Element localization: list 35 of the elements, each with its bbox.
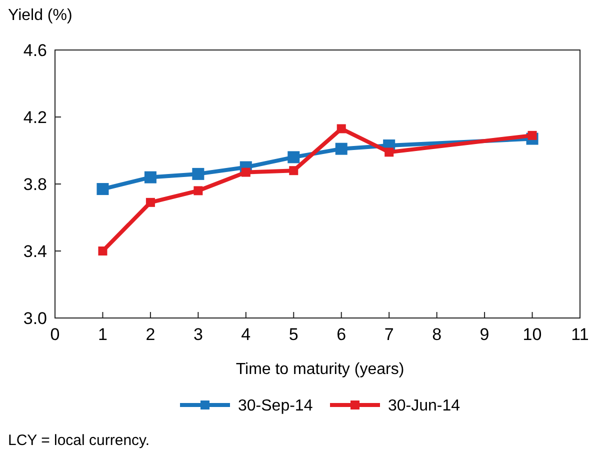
point [144,171,156,184]
y-axis-title: Yield (%) [8,7,72,24]
x-tick-label: 3 [193,325,203,344]
x-tick-label: 10 [522,325,542,344]
y-tick-label: 3.4 [23,242,47,261]
x-tick-label: 6 [336,325,346,344]
point [146,198,155,207]
y-tick-label: 4.2 [23,108,47,127]
point [194,186,203,196]
x-tick-label: 9 [480,325,490,344]
text: LCY = local currency. [8,432,150,449]
x-tick-label: 8 [432,325,442,344]
point [289,166,298,176]
x-tick-label: 7 [384,325,394,344]
point [288,151,300,164]
point [336,124,346,134]
legend-label: 30-Sep-14 [238,398,313,415]
legend-label: 30-Jun-14 [388,398,460,415]
point [241,168,250,177]
y-tick-label: 3.8 [23,174,47,194]
x-tick-label: 4 [241,325,251,344]
x-tick-label: 2 [146,325,156,344]
x-tick-label: 0 [50,325,60,344]
point [192,168,204,180]
point [96,183,109,196]
y-tick-label: 4.6 [23,40,47,60]
point [384,148,394,157]
point [528,130,537,140]
x-tick-label: 5 [288,325,298,344]
point [335,142,348,155]
x-axis-title: Time to maturity (years) [236,361,404,378]
point [98,246,108,256]
x-tick-label: 11 [571,325,589,344]
y-tick-label: 3.0 [23,308,47,328]
x-tick-label: 1 [98,325,108,344]
